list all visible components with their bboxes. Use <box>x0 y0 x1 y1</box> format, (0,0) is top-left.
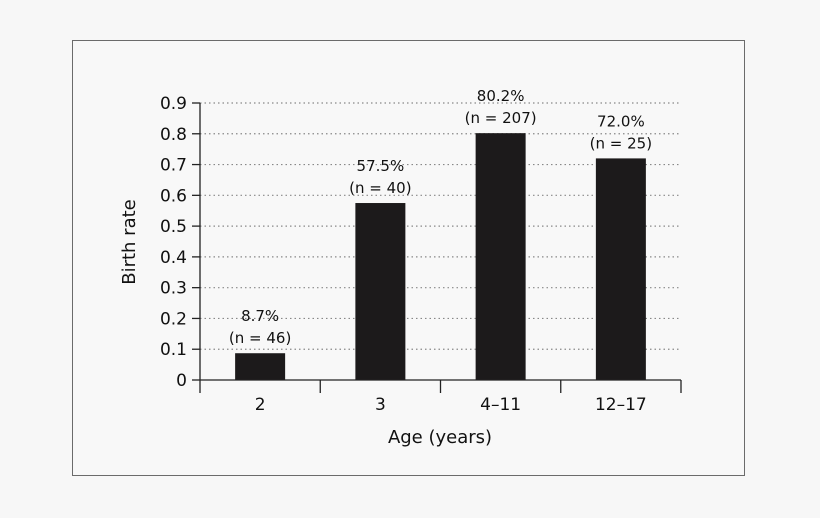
data-labels: 8.7% (n = 46) 57.5% (n = 40) 80.2% (n = 207) 7… <box>229 87 652 347</box>
data-label-percent: 57.5% <box>357 157 405 175</box>
data-label-count: (n = 40) <box>349 179 411 197</box>
y-axis-title: Birth rate <box>119 199 140 285</box>
y-tick-label: 0.2 <box>160 309 187 329</box>
y-tick-label: 0.9 <box>160 94 187 114</box>
bar <box>235 353 286 380</box>
x-tick-label: 4–11 <box>480 395 521 415</box>
data-label-count: (n = 25) <box>590 134 652 152</box>
y-tick-label: 0 <box>176 371 187 391</box>
data-label-count: (n = 46) <box>229 329 291 347</box>
x-tick-label: 12–17 <box>595 395 647 415</box>
x-axis-title: Age (years) <box>388 427 492 448</box>
axes: 0 0.1 0.2 0.3 0.4 0.5 0.6 0.7 0.8 0.9 2 3 4–11 12–17 <box>160 94 682 415</box>
bars <box>235 133 646 380</box>
y-tick-label: 0.7 <box>160 156 187 176</box>
y-tick-label: 0.1 <box>160 340 187 360</box>
y-tick-label: 0.3 <box>160 279 187 299</box>
y-tick-label: 0.8 <box>160 125 187 145</box>
y-tick-label: 0.6 <box>160 186 187 206</box>
data-label-count: (n = 207) <box>465 109 537 127</box>
y-tick-label: 0.5 <box>160 217 187 237</box>
bar <box>595 158 646 380</box>
bar <box>475 133 526 380</box>
data-label-percent: 8.7% <box>241 307 279 325</box>
y-tick-label: 0.4 <box>160 248 187 268</box>
bar <box>355 203 406 380</box>
data-label-percent: 72.0% <box>597 112 645 130</box>
x-tick-label: 3 <box>375 395 386 415</box>
data-label-percent: 80.2% <box>477 87 525 105</box>
x-tick-label: 2 <box>255 395 266 415</box>
